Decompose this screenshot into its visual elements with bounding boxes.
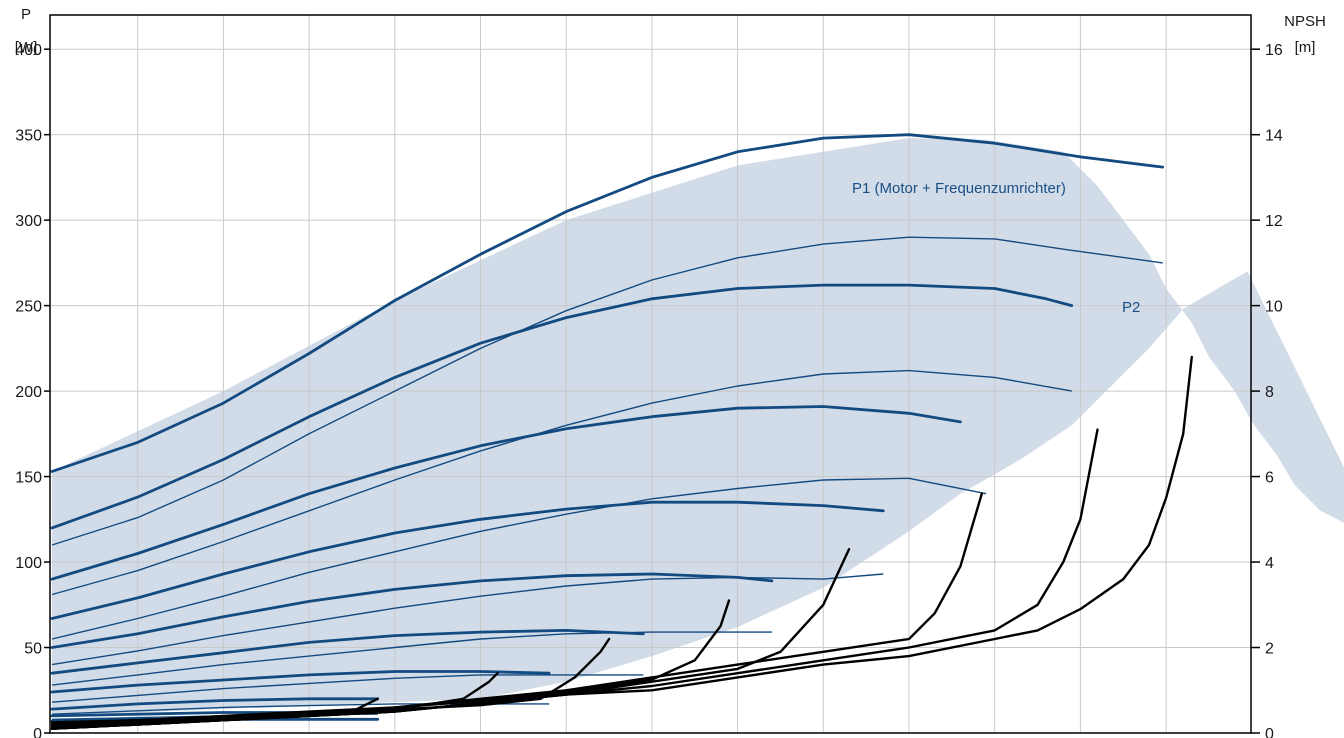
- left-tick-label: 150: [15, 470, 42, 487]
- operating-range-area: [52, 138, 1344, 716]
- left-tick-label: 250: [15, 299, 42, 316]
- grid: [50, 15, 1251, 733]
- right-tick-label: 14: [1265, 128, 1283, 145]
- p1-series-line: [50, 629, 645, 675]
- operating-range-fill: [52, 138, 1344, 716]
- p2-series-line: [51, 236, 1163, 546]
- left-axis-unit: [W]: [15, 39, 38, 56]
- p1-series-line: [50, 283, 1074, 530]
- right-tick-label: 4: [1265, 555, 1274, 572]
- left-tick-label: 100: [15, 555, 42, 572]
- right-tick-label: 6: [1265, 470, 1274, 487]
- p2-label: P2: [1122, 299, 1140, 316]
- left-tick-label: 200: [15, 384, 42, 401]
- p1-label: P1 (Motor + Frequenzumrichter): [852, 180, 1066, 197]
- p2-series-line: [51, 573, 884, 666]
- npsh-curves: [50, 355, 1193, 730]
- p1-series-line: [50, 500, 885, 620]
- p1-series-line: [50, 670, 551, 694]
- right-tick-label: 0: [1265, 726, 1274, 738]
- right-tick-label: 8: [1265, 384, 1274, 401]
- left-tick-label: 50: [24, 641, 42, 658]
- right-axis-ticks: 0 2 4 6 8 10 12 14 16: [1251, 42, 1283, 738]
- left-axis-title: P: [21, 6, 31, 23]
- p1-series-line: [50, 405, 962, 581]
- p1-series-line: [50, 572, 774, 649]
- right-axis-title: NPSH: [1284, 13, 1326, 30]
- left-tick-label: 400: [15, 42, 42, 59]
- npsh-series-line: [50, 599, 731, 726]
- left-tick-label: 350: [15, 128, 42, 145]
- p2-series-line: [51, 674, 644, 703]
- right-axis-unit: [m]: [1295, 39, 1316, 56]
- right-tick-label: 2: [1265, 641, 1274, 658]
- left-tick-label: 300: [15, 213, 42, 230]
- right-tick-label: 12: [1265, 213, 1283, 230]
- p2-series-line: [51, 369, 1072, 596]
- p2-series-line: [51, 631, 772, 686]
- left-tick-label: 0: [33, 726, 42, 738]
- plot-border: [49, 14, 1252, 734]
- p2-series-line: [51, 477, 987, 640]
- p1-series-line: [50, 697, 380, 711]
- npsh-series-line: [50, 355, 1193, 730]
- plot-frame: [49, 14, 1252, 734]
- right-tick-label: 10: [1265, 299, 1283, 316]
- right-tick-label: 16: [1265, 42, 1283, 59]
- left-axis-ticks: 0 50 100 150 200 250 300 350 400: [15, 42, 50, 738]
- p1-series-line: [50, 133, 1165, 473]
